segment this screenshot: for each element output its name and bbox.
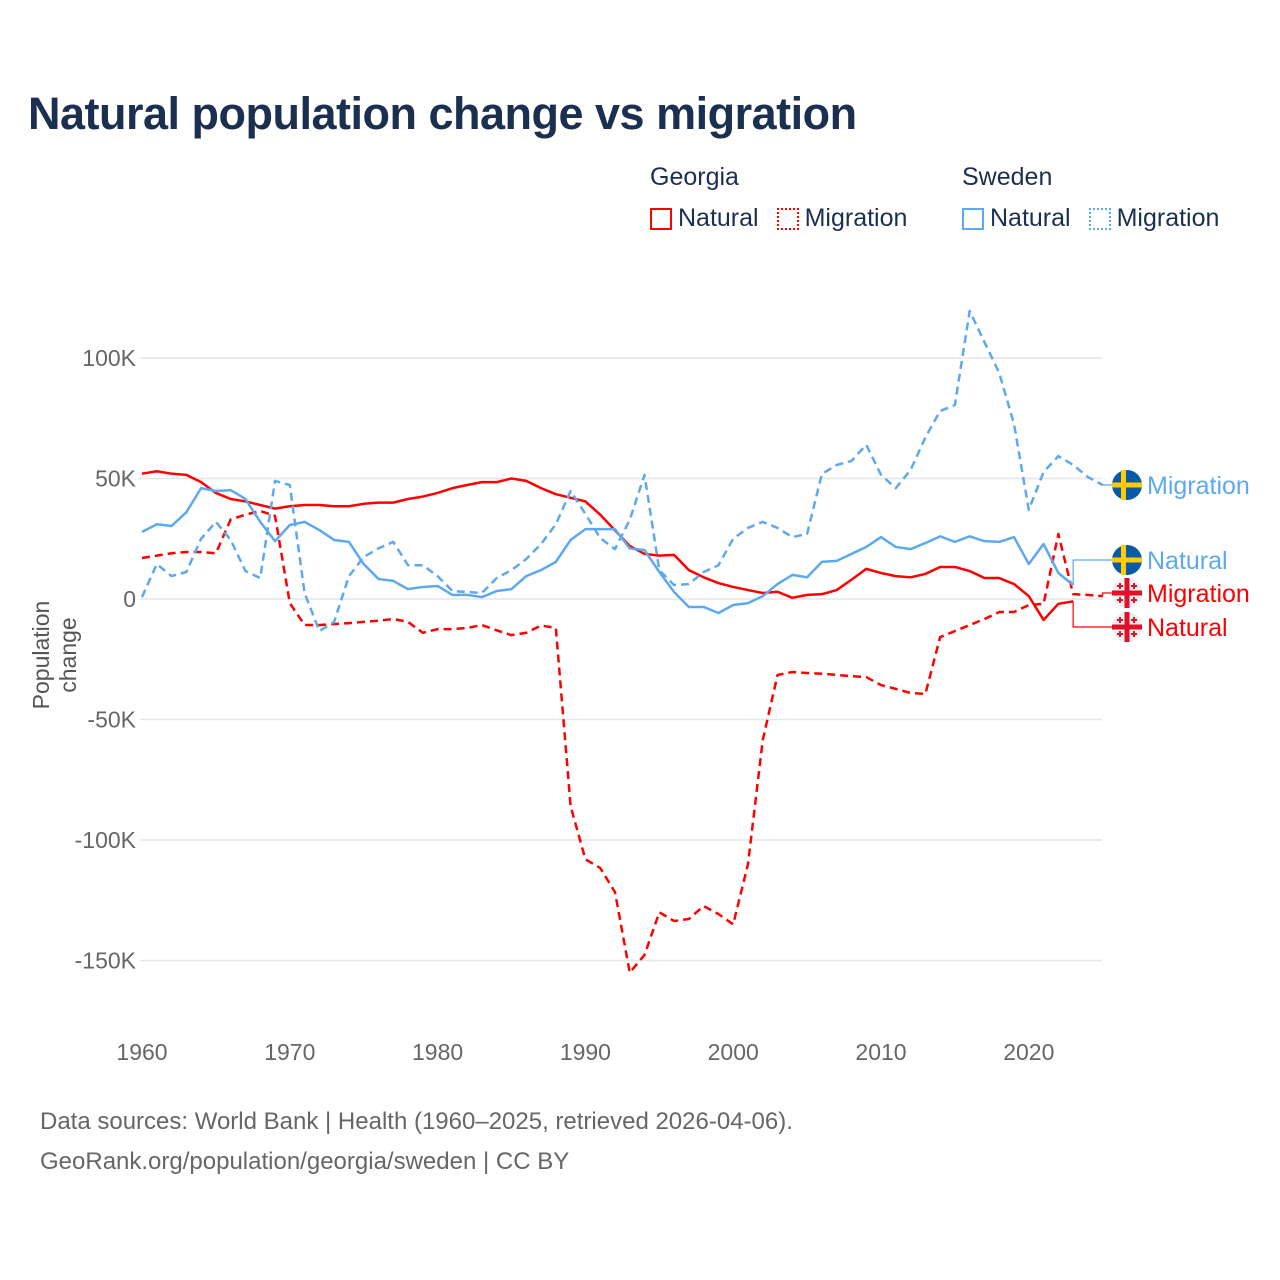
flag-small-cross	[1119, 631, 1121, 637]
end-label-georgia-natural: Natural	[1147, 614, 1228, 642]
x-tick-label: 2000	[708, 1039, 759, 1065]
label-connector	[1102, 592, 1112, 597]
legend-group-georgia: Georgia	[650, 163, 739, 191]
georgia-flag-icon	[1112, 612, 1142, 642]
x-tick-label: 2020	[1003, 1039, 1054, 1065]
chart-title: Natural population change vs migration	[28, 88, 857, 139]
series-line-sweden-natural	[141, 486, 1074, 615]
x-tick-label: 2010	[855, 1039, 906, 1065]
y-axis-label: Population change	[28, 600, 81, 710]
y-tick-label: 0	[123, 586, 136, 612]
legend-item-sweden-natural[interactable]: Natural	[962, 204, 1071, 233]
legend-item-georgia-natural[interactable]: Natural	[650, 204, 759, 233]
legend-item-sweden-migration[interactable]: Migration	[1088, 204, 1219, 233]
y-tick-label: -50K	[87, 707, 136, 733]
sweden-flag-icon	[1112, 470, 1142, 500]
dotted-line-swatch-icon	[1088, 207, 1111, 230]
legend-item-georgia-migration[interactable]: Migration	[776, 204, 907, 233]
flag-small-cross	[1133, 583, 1135, 589]
flag-cross	[1121, 470, 1126, 500]
x-tick-label: 1980	[412, 1039, 463, 1065]
legend-group-sweden: Sweden	[962, 163, 1053, 191]
flag-small-cross	[1119, 617, 1121, 623]
georgia-flag-icon	[1112, 578, 1142, 608]
series-line-georgia-migration	[141, 509, 1103, 974]
footer-link[interactable]: GeoRank.org/population/georgia/sweden | …	[40, 1148, 570, 1175]
flag-small-cross	[1119, 583, 1121, 589]
y-tick-label: 50K	[95, 466, 137, 492]
series-line-sweden-migration	[140, 309, 1104, 633]
flag-cross	[1112, 557, 1142, 563]
flag-cross	[1121, 545, 1126, 575]
flag-small-cross	[1133, 631, 1135, 637]
footer-sources: Data sources: World Bank | Health (1960–…	[40, 1108, 793, 1135]
sweden-flag-icon	[1112, 545, 1142, 575]
solid-line-swatch-icon	[650, 207, 672, 230]
flag-small-cross	[1133, 597, 1135, 603]
legend-georgia: Natural Migration	[650, 204, 907, 233]
x-tick-label: 1960	[116, 1039, 167, 1065]
flag-cross	[1124, 612, 1130, 642]
series-line-georgia-natural	[141, 470, 1074, 622]
solid-line-swatch-icon	[962, 207, 984, 230]
x-tick-label: 1970	[264, 1039, 315, 1065]
flag-small-cross	[1133, 617, 1135, 623]
flag-cross	[1112, 482, 1142, 488]
y-tick-label: -100K	[75, 827, 137, 853]
y-tick-label: 100K	[82, 345, 136, 371]
dotted-line-swatch-icon	[776, 207, 799, 230]
label-connector	[1072, 601, 1112, 628]
end-label-sweden-natural: Natural	[1147, 547, 1228, 575]
x-tick-label: 1990	[560, 1039, 611, 1065]
end-label-sweden-migration: Migration	[1147, 472, 1250, 500]
label-connector	[1072, 559, 1112, 586]
end-label-georgia-migration: Migration	[1147, 580, 1250, 608]
flag-small-cross	[1119, 597, 1121, 603]
legend-sweden: Natural Migration	[962, 204, 1219, 233]
flag-cross	[1124, 578, 1130, 608]
y-tick-label: -150K	[75, 948, 137, 974]
